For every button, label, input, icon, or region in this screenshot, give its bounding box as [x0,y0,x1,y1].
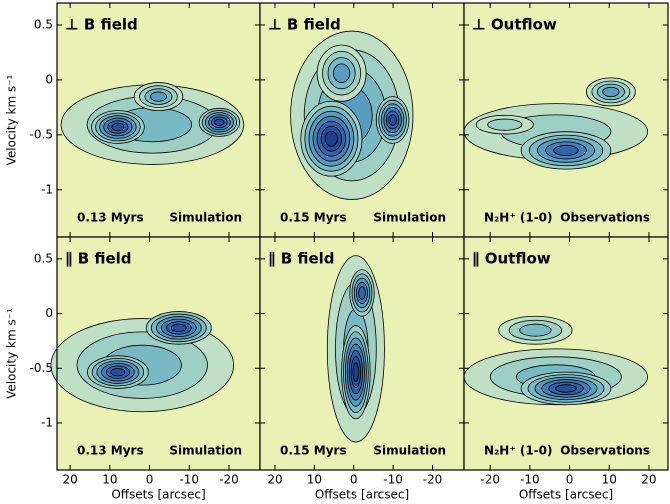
contour [555,384,577,393]
annotation: Simulation [373,211,446,225]
annotation: Simulation [169,444,242,458]
y-tick-label: 0 [45,72,53,86]
x-tick-label: -20 [423,473,443,487]
x-tick-label: -20 [219,473,239,487]
panel: 20 10 0 -10 -20 0.5 0 -0.5 -1 ∥ B field 0.13 Myrs S… [5,236,261,502]
panel-title: ∥ B field [65,250,132,268]
x-tick-label: -10 [179,473,199,487]
annotation: Simulation [373,444,446,458]
contour [214,118,225,126]
contour [358,286,366,300]
x-tick-label: -20 [480,473,500,487]
annotation: 0.15 Myrs [280,211,347,225]
y-axis-label: Velocity km s⁻¹ [5,308,19,399]
y-tick-label: -1 [41,182,53,196]
panel: 20 10 0 -10 -20 ∥ B field 0.15 Myrs Simulation O… [259,236,465,502]
contour [553,144,579,156]
contour [324,130,338,147]
panel-title: ∥ Outflow [472,250,551,268]
panel-title: ⊥ B field [65,16,138,34]
x-tick-label: 10 [602,473,617,487]
contour [111,122,125,132]
y-tick-label: -0.5 [30,127,53,141]
y-tick-label: 0.5 [34,17,53,31]
panel: -20 -10 0 10 20 ∥ Outflow N₂H⁺ (1-0) Observatio… [463,236,669,502]
contour [110,367,126,377]
annotation: Observations [560,444,650,458]
annotation: Observations [560,211,650,225]
panel-title: ⊥ Outflow [472,16,557,34]
contour [333,63,351,83]
y-tick-label: 0.5 [34,251,53,265]
x-tick-label: 20 [62,473,77,487]
y-axis-label: Velocity km s⁻¹ [5,74,19,165]
x-axis-label: Offsets [arcsec] [111,488,205,502]
x-axis-label: Offsets [arcsec] [519,488,613,502]
panel-frame [463,236,669,471]
annotation: Simulation [169,211,242,225]
panel-title: ∥ B field [268,250,335,268]
annotation: 0.13 Myrs [77,444,144,458]
y-tick-label: -0.5 [30,361,53,375]
x-tick-label: 0 [350,473,358,487]
x-tick-label: 20 [641,473,656,487]
panel-title: ⊥ B field [268,16,341,34]
panel: ⊥ B field 0.15 Myrs Simulation [259,2,465,238]
contour [149,91,168,102]
panel: 0.5 0 -0.5 -1 ⊥ B field 0.13 Myrs Simulation Ve… [5,2,261,238]
x-tick-label: 10 [102,473,117,487]
contour [352,362,360,382]
y-tick-label: -1 [41,415,53,429]
contour [170,323,187,333]
contour [388,114,397,126]
annotation: N₂H⁺ (1-0) [484,444,553,458]
x-tick-label: -10 [520,473,540,487]
x-tick-label: 0 [566,473,574,487]
contour [519,323,552,337]
x-axis-label: Offsets [arcsec] [315,488,409,502]
annotation: N₂H⁺ (1-0) [484,211,553,225]
y-tick-label: 0 [45,306,53,320]
contour [602,86,620,97]
annotation: 0.13 Myrs [77,211,144,225]
x-tick-label: 10 [307,473,322,487]
contour [487,118,523,131]
x-tick-label: 20 [267,473,282,487]
x-tick-label: -10 [383,473,403,487]
x-tick-label: 0 [146,473,154,487]
annotation: 0.15 Myrs [280,444,347,458]
panel: ⊥ Outflow N₂H⁺ (1-0) Observations [463,2,669,238]
